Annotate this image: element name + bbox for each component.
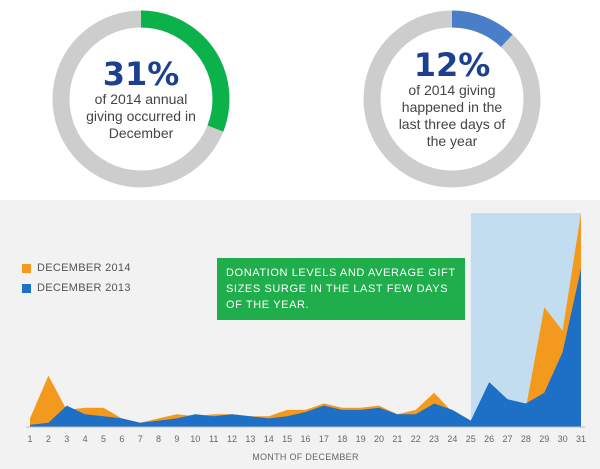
- x-tick-label: 19: [356, 434, 366, 444]
- stat-percent: 12%: [413, 46, 491, 84]
- donut-ring-december: [52, 10, 230, 188]
- x-tick-label: 22: [411, 434, 421, 444]
- stat-caption: of 2014 giving happened in the last thre…: [398, 82, 506, 149]
- x-tick-label: 6: [119, 434, 124, 444]
- x-tick-label: 9: [174, 434, 179, 444]
- x-tick-label: 11: [209, 434, 218, 444]
- x-tick-label: 20: [374, 434, 384, 444]
- legend-item-2013: DECEMBER 2013: [22, 282, 131, 294]
- x-axis-title: MONTH OF DECEMBER: [252, 452, 359, 462]
- x-tick-label: 17: [319, 434, 329, 444]
- chart-legend: DECEMBER 2014 DECEMBER 2013: [22, 262, 131, 302]
- callout-box: DONATION LEVELS AND AVERAGE GIFT SIZES S…: [217, 258, 465, 320]
- x-tick-label: 1: [27, 434, 32, 444]
- area-chart: 1 2 3 4 5 6 7 8 9 10 11 12 13 14 15 16 17 18 19 20 21 22 23 24 2…: [26, 213, 586, 462]
- x-tick-label: 21: [392, 434, 402, 444]
- x-tick-label: 23: [429, 434, 439, 444]
- stat-percent: 31%: [102, 54, 180, 93]
- stat-donut-december: 31% of 2014 annual giving occurred in De…: [46, 4, 236, 194]
- x-tick-label: 27: [503, 434, 513, 444]
- x-tick-label: 4: [83, 434, 88, 444]
- x-tick-label: 25: [466, 434, 476, 444]
- stats-panel: 31% of 2014 annual giving occurred in De…: [0, 0, 600, 200]
- x-tick-label: 16: [300, 434, 310, 444]
- x-tick-label: 14: [264, 434, 274, 444]
- x-tick-label: 7: [138, 434, 143, 444]
- legend-swatch: [22, 283, 31, 293]
- legend-swatch: [22, 263, 31, 273]
- x-tick-label: 31: [576, 434, 586, 444]
- x-tick-label: 30: [558, 434, 568, 444]
- x-tick-label: 8: [156, 434, 161, 444]
- x-tick-label: 13: [245, 434, 255, 444]
- x-tick-label: 12: [227, 434, 237, 444]
- chart-panel: 1 2 3 4 5 6 7 8 9 10 11 12 13 14 15 16 17 18 19 20 21 22 23 24 2…: [0, 200, 600, 469]
- x-tick-label: 28: [521, 434, 531, 444]
- stat-donut-last-three-days: 12% of 2014 giving happened in the last …: [357, 4, 547, 194]
- legend-label: DECEMBER 2013: [37, 282, 131, 294]
- x-tick-label: 26: [484, 434, 494, 444]
- legend-label: DECEMBER 2014: [37, 262, 131, 274]
- legend-item-2014: DECEMBER 2014: [22, 262, 131, 274]
- series-area-december-2013: [30, 268, 581, 427]
- x-tick-label: 3: [64, 434, 69, 444]
- x-tick-label: 10: [190, 434, 200, 444]
- x-tick-label: 18: [337, 434, 347, 444]
- x-tick-label: 2: [46, 434, 51, 444]
- donut-ring-last-three-days: [363, 10, 541, 188]
- x-tick-label: 15: [282, 434, 292, 444]
- x-tick-label: 29: [539, 434, 549, 444]
- x-tick-label: 24: [447, 434, 457, 444]
- stat-caption: of 2014 annual giving occurred in Decemb…: [86, 90, 196, 141]
- x-tick-label: 5: [101, 434, 106, 444]
